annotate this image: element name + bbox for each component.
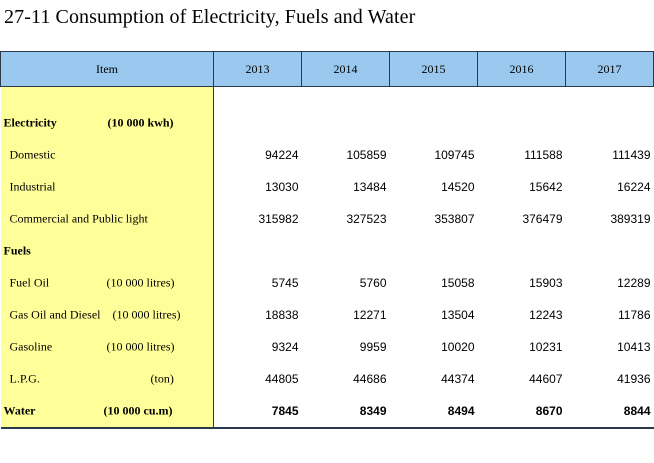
table-row: Gas Oil and Diesel (10 000 litres) 18838… (0, 299, 654, 331)
table-cell: 41936 (617, 372, 651, 386)
table-row: Gasoline (10 000 litres) 9324 9959 10020… (0, 331, 654, 363)
table-cell: 109745 (434, 148, 475, 162)
table-row: Fuels (0, 235, 654, 267)
table-cell: 13504 (441, 308, 475, 322)
table-cell: 5760 (359, 276, 387, 290)
table-cell: 376479 (522, 212, 563, 226)
table-row: Electricity (10 000 kwh) (0, 107, 654, 139)
section-label-water: Water (3, 403, 36, 418)
table-cell: 389319 (610, 212, 651, 226)
table-cell: 12289 (617, 276, 651, 290)
table-row: Commercial and Public light 315982 32752… (0, 203, 654, 235)
table-row: Water (10 000 cu.m) 7845 8349 8494 8670 … (0, 395, 654, 429)
table-cell: 12243 (529, 308, 563, 322)
table-cell: 8349 (301, 395, 390, 429)
table-cell: 8670 (477, 395, 566, 429)
unit-label: (ton) (150, 371, 174, 386)
table-cell: 7845 (213, 395, 302, 429)
table-cell: 353807 (434, 212, 475, 226)
table-cell: 9959 (359, 340, 387, 354)
unit-label: (10 000 kwh) (107, 115, 174, 130)
unit-label: (10 000 litres) (106, 275, 175, 290)
table-cell: 44374 (441, 372, 475, 386)
table-row: L.P.G. (ton) 44805 44686 44374 44607 419… (0, 363, 654, 395)
row-label: Industrial (9, 179, 56, 194)
table-cell: 5745 (271, 276, 299, 290)
table-cell: 10413 (617, 340, 651, 354)
table-cell: 9324 (271, 340, 299, 354)
unit-label: (10 000 cu.m) (103, 403, 173, 418)
column-header-2015: 2015 (389, 51, 478, 87)
table-cell: 15058 (441, 276, 475, 290)
spacer-row (0, 86, 654, 107)
table-cell: 16224 (617, 180, 651, 194)
table-row: Industrial 13030 13484 14520 15642 16224 (0, 171, 654, 203)
row-label: L.P.G. (9, 371, 40, 386)
table-cell: 44805 (265, 372, 299, 386)
table-cell: 15903 (529, 276, 563, 290)
table-cell: 10231 (529, 340, 563, 354)
table-cell: 14520 (441, 180, 475, 194)
table-cell: 15642 (529, 180, 563, 194)
column-header-item: Item (0, 51, 214, 87)
unit-label: (10 000 litres) (106, 339, 175, 354)
row-label: Fuel Oil (9, 275, 50, 290)
data-table: Item 2013 2014 2015 2016 2017 Electricit… (0, 51, 654, 429)
table-cell: 315982 (258, 212, 299, 226)
column-header-2017: 2017 (565, 51, 654, 87)
table-cell: 94224 (265, 148, 299, 162)
table-cell: 105859 (346, 148, 387, 162)
table-cell: 327523 (346, 212, 387, 226)
unit-label: (10 000 litres) (112, 307, 181, 322)
table-cell: 18838 (265, 308, 299, 322)
column-header-2016: 2016 (477, 51, 566, 87)
table-cell: 44686 (353, 372, 387, 386)
table-cell: 13484 (353, 180, 387, 194)
section-label-fuels: Fuels (3, 243, 31, 258)
table-cell: 44607 (529, 372, 563, 386)
table-cell: 12271 (353, 308, 387, 322)
table-row: Fuel Oil (10 000 litres) 5745 5760 15058… (0, 267, 654, 299)
section-label-electricity: Electricity (3, 115, 57, 130)
row-label: Gasoline (9, 339, 53, 354)
column-header-2014: 2014 (301, 51, 390, 87)
table-cell: 8844 (565, 395, 654, 429)
table-cell: 8494 (389, 395, 478, 429)
table-cell: 111439 (612, 148, 651, 162)
table-header-row: Item 2013 2014 2015 2016 2017 (0, 51, 654, 87)
column-header-2013: 2013 (213, 51, 302, 87)
table-cell: 10020 (441, 340, 475, 354)
table-cell: 111588 (524, 148, 563, 162)
row-label: Commercial and Public light (9, 211, 148, 226)
table-cell: 13030 (265, 180, 299, 194)
row-label: Domestic (9, 147, 56, 162)
page-title: 27-11 Consumption of Electricity, Fuels … (4, 6, 416, 28)
row-label: Gas Oil and Diesel (9, 307, 101, 322)
table-cell: 11786 (618, 308, 651, 322)
table-row: Domestic 94224 105859 109745 111588 1114… (0, 139, 654, 171)
